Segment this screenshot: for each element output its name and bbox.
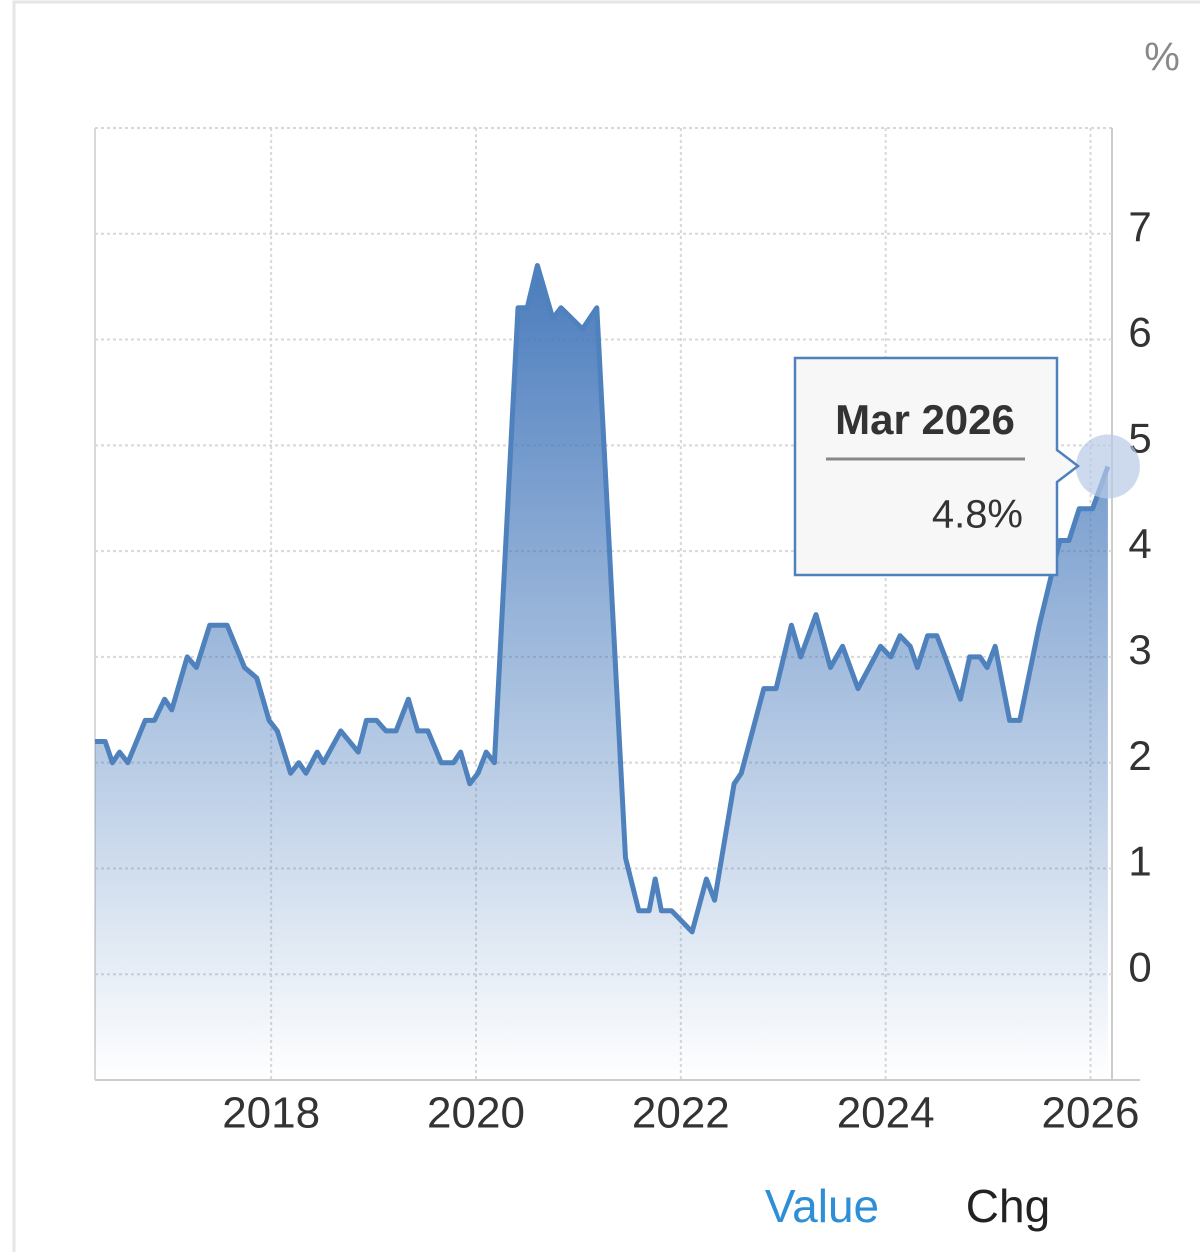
y-tick-label: 3 — [1128, 626, 1151, 673]
unit-label: % — [1144, 36, 1180, 80]
tab-chg[interactable]: Chg — [966, 1180, 1050, 1232]
x-tick-label: 2020 — [427, 1089, 525, 1138]
line — [95, 263, 1111, 935]
tooltip-value: 4.8% — [932, 493, 1023, 537]
y-tick-label: 7 — [1128, 203, 1151, 250]
y-tick-label: 1 — [1128, 838, 1151, 885]
x-tick-label: 2026 — [1042, 1089, 1140, 1138]
tab-value[interactable]: Value — [765, 1180, 879, 1232]
area-fill — [95, 265, 1108, 1080]
x-tick-label: 2022 — [632, 1089, 730, 1138]
y-tick-label: 4 — [1128, 520, 1151, 567]
x-tick-label: 2024 — [837, 1089, 935, 1138]
y-tick-label: 0 — [1128, 943, 1151, 990]
y-tick-label: 2 — [1128, 732, 1151, 779]
hover-marker — [1075, 434, 1140, 499]
x-tick-label: 2018 — [222, 1089, 320, 1138]
tooltip-title: Mar 2026 — [835, 396, 1015, 443]
tooltip-box — [793, 356, 1081, 577]
tooltip: Mar 2026 4.8% — [793, 356, 1081, 577]
y-tick-label: 6 — [1128, 309, 1151, 356]
